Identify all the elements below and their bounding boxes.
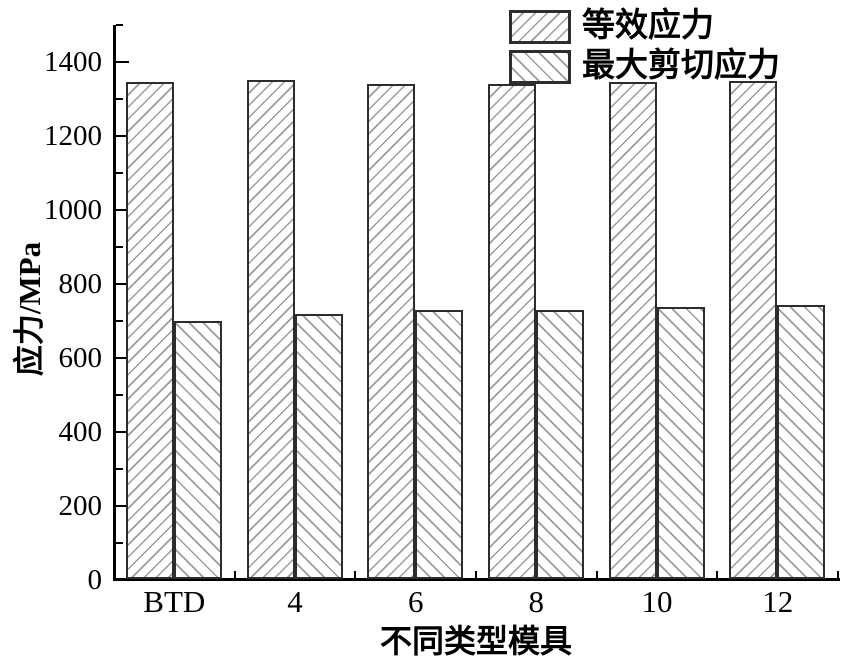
bar-max-shear-stress-10 [656,307,705,579]
legend-label-max-shear-stress: 最大剪切应力 [582,48,780,84]
y-minor-tick [116,394,123,396]
bar-equivalent-stress-6 [367,83,416,579]
bar-max-shear-stress-8 [536,309,584,579]
x-minor-tick [475,571,477,578]
y-major-tick [116,209,129,211]
y-tick-label: 200 [58,490,103,522]
y-tick-label: 1200 [44,120,102,152]
x-axis-line [113,578,840,581]
y-major-tick [116,135,129,137]
y-tick-label: 0 [87,564,103,596]
legend-swatch-equivalent-stress [509,9,571,44]
y-minor-tick [116,320,123,322]
x-tick-label: 8 [528,584,545,619]
y-axis-title: 应力/MPa [12,241,47,377]
y-major-tick [116,579,129,581]
y-major-tick [116,61,129,63]
x-minor-tick [354,571,357,578]
x-minor-tick [233,571,236,578]
bar-equivalent-stress-12 [729,80,778,579]
y-minor-tick [116,468,123,470]
bar-equivalent-stress-8 [488,84,536,579]
y-tick-label: 1400 [44,46,102,78]
legend-item-max-shear-stress: 最大剪切应力 [509,48,780,85]
x-tick-label: BTD [143,584,206,619]
legend-swatch-max-shear-stress [509,49,571,84]
x-minor-tick [716,571,719,578]
bar-equivalent-stress-BTD [126,82,174,579]
y-minor-tick [116,542,123,544]
y-major-tick [116,505,129,507]
bar-max-shear-stress-6 [415,309,464,579]
legend: 等效应力 最大剪切应力 [509,8,780,88]
y-tick-label: 800 [58,268,103,300]
bar-max-shear-stress-BTD [174,320,222,579]
y-axis-line [113,25,116,581]
x-tick-label: 6 [407,584,424,619]
y-minor-tick [116,172,123,174]
y-minor-tick [116,246,123,248]
y-major-tick [116,431,129,433]
x-tick-label: 12 [762,584,794,619]
y-major-tick [116,357,129,359]
x-minor-tick [837,571,839,578]
y-tick-label: 400 [58,416,103,448]
y-minor-tick [116,98,123,100]
y-major-tick [116,283,129,285]
legend-label-equivalent-stress: 等效应力 [582,8,714,44]
legend-item-equivalent-stress: 等效应力 [509,8,780,45]
bar-max-shear-stress-4 [294,314,343,579]
bar-max-shear-stress-12 [777,305,826,579]
x-tick-label: 10 [641,584,673,619]
x-axis-title: 不同类型模具 [379,623,572,659]
y-tick-label: 1000 [44,194,102,226]
x-tick-label: 4 [287,584,303,619]
y-minor-tick [116,24,123,26]
bar-equivalent-stress-4 [246,80,295,579]
bar-equivalent-stress-10 [608,82,657,579]
x-minor-tick [595,571,598,578]
y-tick-label: 600 [58,342,103,374]
